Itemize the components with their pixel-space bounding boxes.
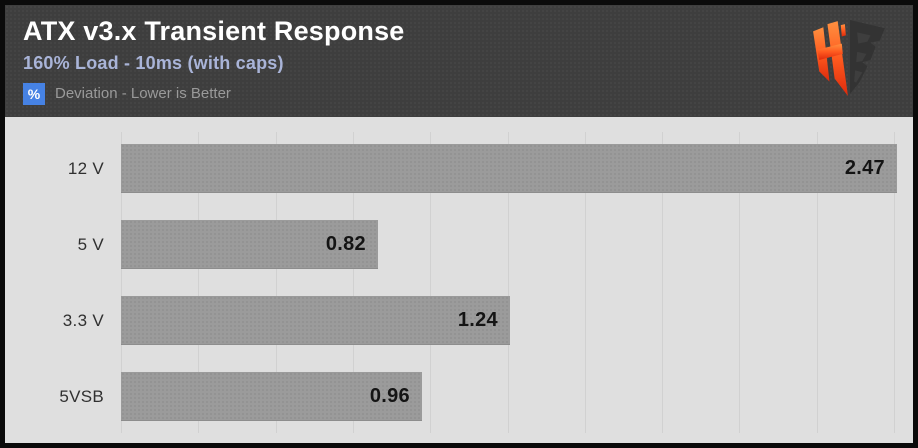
value-label: 2.47 — [844, 156, 885, 179]
legend-row: % Deviation - Lower is Better — [23, 82, 913, 105]
gridline — [662, 132, 663, 433]
chart-subtitle: 160% Load - 10ms (with caps) — [23, 52, 284, 73]
bar-12v: 2.47 — [121, 144, 897, 193]
gridline — [508, 132, 509, 433]
percent-unit-badge: % — [23, 82, 45, 105]
gridline — [353, 132, 354, 433]
value-label: 1.24 — [457, 308, 498, 331]
chart-header: ATX v3.x Transient Response 160% Load - … — [5, 5, 913, 117]
gridline — [739, 132, 740, 433]
legend-label: Deviation - Lower is Better — [55, 85, 231, 103]
bar-3.3v: 1.24 — [121, 296, 510, 345]
bar-5v: 0.82 — [121, 220, 378, 269]
gridline — [817, 132, 818, 433]
category-label: 3.3 V — [62, 311, 104, 330]
gridline — [585, 132, 586, 433]
gridline — [198, 132, 199, 433]
category-label: 5 V — [77, 235, 104, 254]
gridline — [276, 132, 277, 433]
category-label: 12 V — [67, 159, 104, 178]
logo-h-glyph — [813, 21, 848, 96]
page-title: ATX v3.x Transient Response — [23, 16, 405, 46]
gridline — [121, 132, 122, 433]
gridline — [430, 132, 431, 433]
plot-area: 12 V 2.47 5 V 0.82 3.3 V 1.24 5VSB 0.96 — [5, 117, 913, 443]
value-label: 0.96 — [369, 384, 410, 407]
logo-b-glyph — [850, 20, 885, 94]
category-label: 5VSB — [59, 387, 104, 406]
hardware-busters-logo-icon — [813, 20, 885, 96]
bar-5vsb: 0.96 — [121, 372, 422, 421]
chart-card-inner: ATX v3.x Transient Response 160% Load - … — [5, 5, 913, 443]
gridline — [894, 132, 895, 433]
value-label: 0.82 — [325, 232, 366, 255]
